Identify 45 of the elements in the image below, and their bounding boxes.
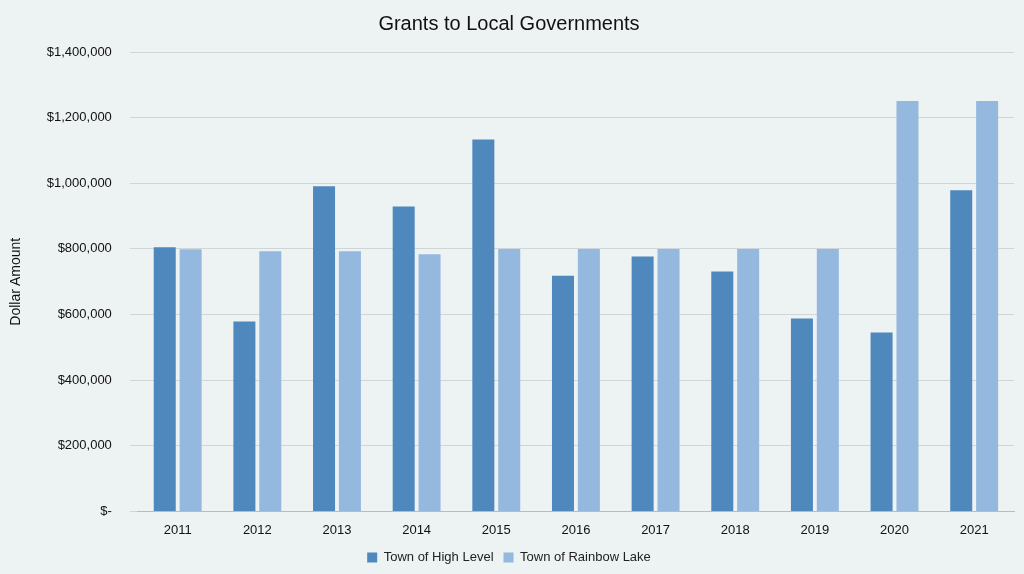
y-tick-label: $1,000,000 bbox=[46, 174, 112, 190]
legend-label: Town of Rainbow Lake bbox=[520, 549, 651, 565]
bar bbox=[338, 251, 361, 511]
bar bbox=[816, 248, 839, 511]
legend-label: Town of High Level bbox=[383, 549, 494, 565]
bar bbox=[233, 321, 256, 511]
x-tick-label: 2019 bbox=[800, 521, 830, 537]
bar bbox=[418, 254, 441, 511]
x-tick-label: 2021 bbox=[959, 521, 989, 537]
bar bbox=[711, 271, 734, 511]
bar bbox=[498, 248, 521, 511]
x-tick-label: 2017 bbox=[641, 521, 671, 537]
bar bbox=[179, 249, 202, 511]
x-tick-label: 2013 bbox=[322, 521, 352, 537]
bar bbox=[551, 275, 574, 511]
x-tick-label: 2011 bbox=[163, 521, 192, 537]
bar bbox=[950, 190, 973, 511]
x-tick-label: 2018 bbox=[720, 521, 750, 537]
x-tick-label: 2016 bbox=[561, 521, 591, 537]
y-tick-label: $200,000 bbox=[57, 437, 112, 453]
bar bbox=[737, 248, 760, 511]
bar bbox=[153, 247, 176, 511]
y-tick-label: $1,200,000 bbox=[46, 109, 112, 125]
bar bbox=[472, 139, 495, 511]
bar bbox=[392, 206, 415, 511]
bar bbox=[896, 100, 919, 511]
x-tick-label: 2012 bbox=[242, 521, 272, 537]
y-tick-label: $1,400,000 bbox=[46, 43, 112, 59]
bar bbox=[870, 332, 893, 511]
bar bbox=[259, 251, 282, 511]
y-tick-label: $- bbox=[100, 502, 112, 518]
bar bbox=[790, 318, 813, 511]
bar bbox=[313, 186, 336, 511]
x-tick-label: 2014 bbox=[402, 521, 432, 537]
bar bbox=[976, 100, 999, 511]
x-tick-label: 2015 bbox=[481, 521, 511, 537]
y-tick-label: $800,000 bbox=[57, 240, 112, 256]
chart-title: Grants to Local Governments bbox=[378, 11, 640, 34]
y-tick-label: $600,000 bbox=[57, 306, 112, 322]
y-tick-label: $400,000 bbox=[57, 371, 112, 387]
bar bbox=[577, 248, 600, 511]
bar bbox=[657, 248, 680, 511]
y-axis-title: Dollar Amount bbox=[7, 237, 24, 326]
bar bbox=[631, 256, 654, 511]
x-tick-label: 2020 bbox=[880, 521, 909, 537]
